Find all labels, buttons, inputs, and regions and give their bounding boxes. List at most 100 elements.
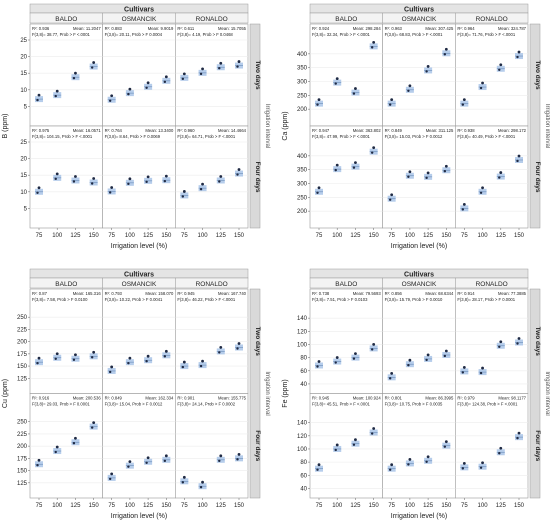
data-point — [145, 180, 148, 184]
data-point — [408, 358, 412, 362]
x-tick-label: 100 — [478, 503, 489, 509]
y-tick-label: 5 — [24, 206, 28, 212]
stat-anova: F(3,8)= 15.04, Prob > F 0.0012 — [105, 402, 163, 407]
y-tick-label: 150 — [17, 469, 28, 475]
x-tick-label: 100 — [125, 233, 136, 239]
stat-r2: R²: 0.924 — [312, 26, 330, 31]
x-tick-label: 100 — [332, 503, 343, 509]
cultivar-label-ronaldo: RONALDO — [476, 281, 508, 288]
interval-strip — [249, 23, 261, 229]
stat-r2: R²: 0.947 — [312, 128, 330, 133]
data-point — [108, 99, 112, 102]
y-tick-label: 5 — [24, 104, 28, 110]
data-point — [335, 163, 339, 167]
y-axis-label: Ca (ppm) — [282, 111, 289, 140]
cultivar-label-osmancik: OSMANCIK — [122, 16, 157, 23]
x-tick-label: 100 — [478, 233, 489, 239]
y-tick-label: 350 — [297, 168, 308, 174]
x-tick-label: 150 — [161, 503, 172, 509]
data-point — [55, 352, 59, 356]
chart-block-cu: Cultivars BALDO OSMANCIK RONALDO Irrigation … — [2, 268, 270, 520]
data-point — [54, 357, 57, 360]
data-point — [146, 175, 150, 179]
cultivar-label-osmancik: OSMANCIK — [402, 16, 437, 23]
stat-r2: R²: 0.945 — [312, 396, 330, 401]
data-point — [72, 76, 76, 80]
stat-mean: Mean: 165.316 — [73, 291, 102, 296]
stat-mean: Mean: 98.1177 — [498, 396, 526, 401]
stat-anova: F(3,8)= 40.49, Prob > F <.0001 — [457, 134, 516, 139]
data-point — [352, 166, 356, 169]
data-point — [462, 203, 466, 206]
x-tick-label: 100 — [332, 233, 343, 239]
stat-mean: Mean: 14.4664 — [218, 128, 247, 133]
data-point — [444, 349, 448, 353]
data-point — [408, 84, 412, 88]
stat-r2: R²: 0.936 — [32, 26, 50, 31]
panel-frame — [309, 23, 383, 127]
data-point — [443, 170, 447, 173]
data-point — [370, 46, 374, 49]
stat-mean: Mean: 162.334 — [145, 396, 174, 401]
y-tick-label: 40 — [300, 382, 307, 388]
data-point — [388, 198, 392, 201]
stat-r2: R²: 0.856 — [385, 291, 403, 296]
stat-mean: Mean: 9.9019 — [148, 26, 174, 31]
data-point — [219, 454, 223, 458]
data-point — [181, 77, 185, 81]
data-point — [219, 175, 223, 178]
data-point — [72, 180, 76, 183]
data-point — [390, 463, 394, 467]
cultivar-header-box — [455, 277, 529, 289]
x-tick-label: 75 — [316, 503, 323, 509]
interval-label: Four days — [534, 161, 541, 192]
panel-frame — [102, 288, 176, 394]
stat-r2: R²: 0.960 — [177, 128, 195, 133]
stat-r2: R²: 0.975 — [32, 128, 50, 133]
y-tick-label: 80 — [300, 460, 307, 466]
stat-mean: Mean: 311.125 — [426, 128, 454, 133]
data-point — [163, 459, 167, 463]
data-point — [372, 146, 376, 150]
data-point — [461, 467, 465, 470]
stat-anova: F(3,8)= 124.38, Prob > F <.0001 — [457, 402, 518, 407]
y-tick-label: 20 — [20, 55, 27, 61]
x-tick-label: 125 — [350, 503, 361, 509]
x-tick-label: 150 — [514, 503, 525, 509]
data-point — [37, 356, 41, 360]
stat-anova: F(3,8)= 10.22, Prob > F 0.0041 — [105, 297, 163, 302]
data-point — [481, 461, 484, 465]
data-point — [54, 94, 57, 98]
data-point — [36, 98, 39, 102]
stat-anova: F(3,8)= 7.58, Prob > F 0.0100 — [32, 297, 88, 302]
stat-r2: R²: 0.938 — [457, 128, 475, 133]
stat-mean: Mean: 363.802 — [353, 128, 382, 133]
data-point — [199, 364, 203, 368]
data-point — [516, 436, 519, 440]
data-point — [199, 72, 203, 76]
stat-r2: R²: 0.87 — [32, 291, 48, 296]
data-point — [498, 345, 501, 348]
panel-frame — [455, 23, 529, 127]
stat-mean: Mean: 86.3995 — [425, 396, 454, 401]
y-tick-label: 15 — [20, 71, 27, 77]
data-point — [37, 458, 41, 462]
header-title: Cultivars — [404, 7, 434, 14]
data-point — [461, 103, 465, 106]
data-point — [462, 461, 466, 465]
data-point — [74, 353, 77, 357]
stat-r2: R²: 0.916 — [32, 396, 50, 401]
stat-anova: F(3,8)= 38.77, Prob > F <.0001 — [32, 32, 91, 37]
chart-block-ca: Cultivars BALDO OSMANCIK RONALDO Irrigation … — [282, 3, 550, 250]
data-point — [182, 72, 186, 76]
cultivar-label-baldo: BALDO — [335, 16, 357, 23]
x-axis-label: Irrigation level (%) — [111, 243, 167, 250]
stat-mean: Mean: 100.924 — [353, 396, 382, 401]
stat-r2: R²: 0.793 — [105, 291, 123, 296]
